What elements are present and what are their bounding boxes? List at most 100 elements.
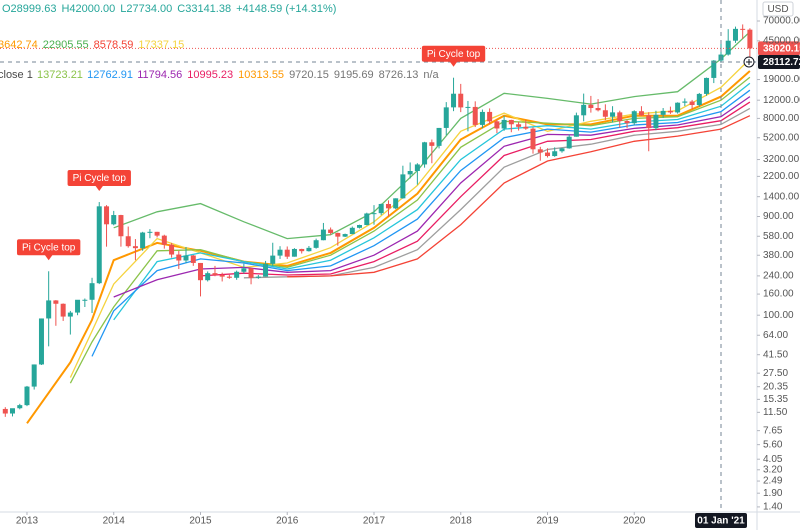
candle-body [646,115,652,129]
y-tick-label: 11.50 [763,407,788,418]
candle-body [667,110,673,113]
legend-item: 9195.69 [334,69,374,81]
candle-body [67,312,73,317]
candle-body [660,110,666,115]
candle-body [2,408,8,414]
y-tick-label: 4.05 [763,454,783,465]
y-tick-label: 19000.00 [763,74,800,85]
candle-body [711,60,717,78]
annotation: Pi Cycle top [16,239,81,261]
candle-body [299,248,305,252]
y-tick-label: 3200.00 [763,154,800,165]
candle-body [407,170,413,175]
candle-body [205,273,211,281]
candle-body [436,127,442,146]
candle-body [38,318,44,365]
y-tick-label: 64.00 [763,330,788,341]
crosshair-plus-sign [746,58,752,65]
candle-body [458,93,464,108]
candle-body [602,110,608,117]
x-tick-label: 2014 [103,516,126,527]
candle-body [530,128,536,150]
candle-body [132,246,138,249]
candle-body [624,121,630,124]
y-tick-label: 15.35 [763,394,788,405]
candle-body [82,299,88,301]
crosshair-time-box [694,513,747,528]
legend-item: 8726.13 [379,69,419,81]
annotation: Pi Cycle top [421,45,486,67]
candle-body [385,203,391,209]
legend-item: 9720.15 [289,69,329,81]
candle-body [169,244,175,255]
candle-body [96,206,102,284]
annotation-label: Pi Cycle top [427,49,481,60]
y-tick-label: 41.50 [763,349,788,360]
candle-body [581,104,587,116]
candle-body [328,229,334,233]
candle-body [682,101,688,103]
x-tick-label: 2013 [16,516,39,527]
candle-body [75,299,81,313]
y-tick-label: 3.20 [763,464,783,475]
candle-body [631,111,637,124]
candle-body [176,254,182,261]
candle-body [414,164,420,171]
crosshair-price-box [758,54,800,69]
candle-body [291,248,297,257]
candle-body [255,276,261,278]
legend-item: close 1 [0,69,33,81]
candle-body [24,386,30,406]
legend-item: n/a [423,69,439,81]
x-tick-label: 2015 [189,516,212,527]
crosshair-price-label: 28112.72 [763,57,800,68]
candle-body [104,206,110,225]
y-tick-label: 5200.00 [763,132,800,143]
legend-item: 8578.59 [94,39,134,51]
annotation-box [421,45,486,62]
candle-body [689,101,695,106]
candle-body [46,300,52,319]
candle-body [17,405,23,409]
candle-body [400,174,406,199]
candle-body [544,152,550,157]
legend-item: 3642.74 [0,39,38,51]
legend-row: O28999.63 H42000.00 L27734.00 C33141.38 +414… [2,3,336,15]
candles [2,24,753,417]
last-price-label: 38020.15 [763,44,800,55]
y-tick-label: 8000.00 [763,113,800,124]
legend-item: +4148.59 (+14.31%) [236,3,336,15]
annotation-pointer [95,185,104,192]
candle-body [696,93,702,106]
candle-body [111,215,117,225]
annotation-label: Pi Cycle top [22,242,76,253]
annotation-box [16,239,81,256]
candle-body [429,142,435,146]
candle-body [675,102,681,113]
candle-body [248,268,254,278]
candle-body [617,112,623,122]
legend-row: close 1 13723.21 12762.91 11794.56 10995.23 1… [0,69,440,81]
y-tick-label: 100.00 [763,310,794,321]
legend-item: 10995.23 [187,69,233,81]
candle-body [552,151,558,157]
candle-body [487,111,493,122]
x-tick-label: 2020 [623,516,646,527]
y-tick-label: 20.35 [763,381,788,392]
candle-body [118,215,124,237]
unit-box [762,1,794,17]
last-price-box [758,41,800,56]
candle-body [53,300,59,304]
annotation-pointer [44,254,53,261]
y-tick-label: 380.00 [763,250,794,261]
candle-body [501,119,507,129]
candle-body [610,112,616,117]
y-tick-label: 1.90 [763,488,783,499]
candle-body [393,198,399,209]
y-tick-label: 1.40 [763,502,783,513]
candle-body [638,111,644,116]
candle-body [284,249,290,257]
legend-item: O28999.63 [2,3,56,15]
legend-row: 3642.74 22905.55 8578.59 17337.15 [0,39,184,51]
x-tick-label: 2016 [276,516,299,527]
